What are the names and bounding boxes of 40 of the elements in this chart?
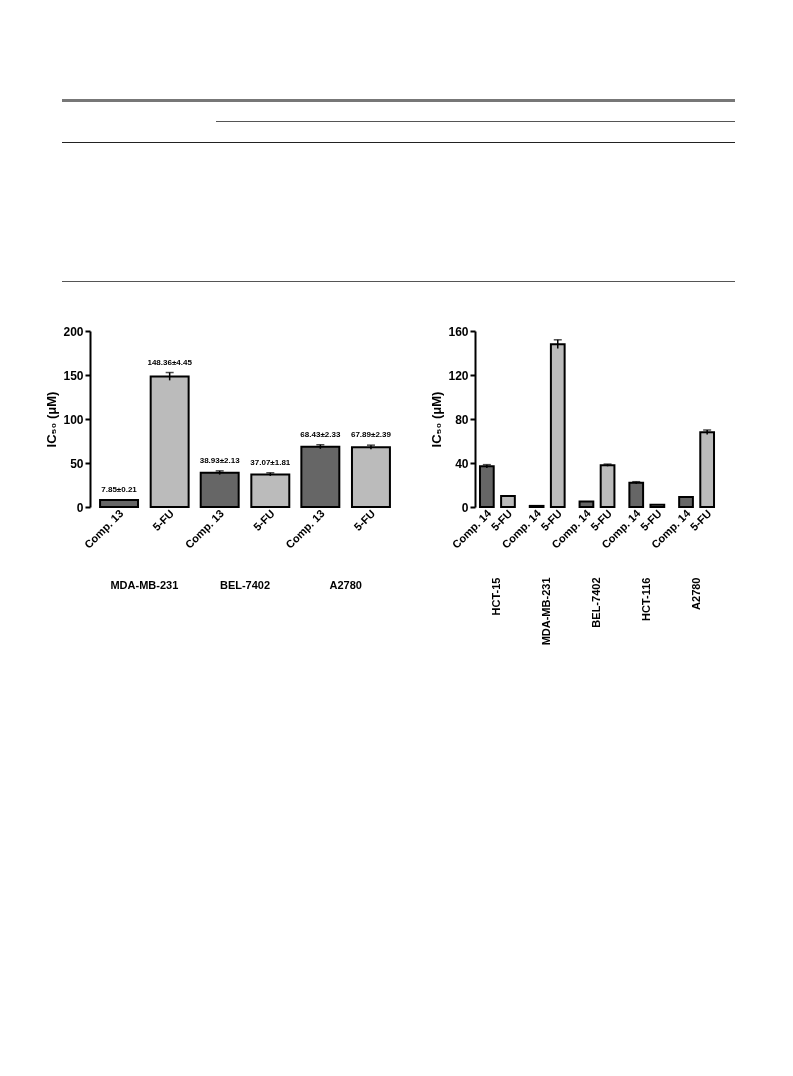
bar — [678, 496, 694, 508]
data-label: 67.89±2.39 — [350, 430, 392, 440]
data-label: 38.93±2.13 — [199, 455, 241, 465]
data-label: 68.43±2.33 — [300, 429, 341, 439]
bar — [99, 499, 140, 508]
bar — [149, 375, 190, 508]
x-tick-label: MDA-MB-231 — [540, 577, 553, 646]
data-label: 148.36±4.45 — [147, 357, 193, 367]
y-tick-label: 0 — [76, 500, 84, 515]
y-tick-label: 50 — [70, 456, 84, 471]
x-tick-label: A2780 — [689, 577, 702, 610]
y-tick-label: 40 — [455, 456, 469, 471]
x-tick-label: HCT-116 — [639, 577, 652, 621]
y-tick-label: 200 — [63, 324, 84, 339]
bar — [199, 471, 240, 508]
x-tick-label: HCT-15 — [490, 577, 503, 616]
bar — [300, 445, 341, 508]
y-tick-label: 160 — [448, 324, 469, 339]
y-tick-label: 120 — [448, 368, 469, 383]
y-axis-title: IC₅₀ (μM) — [44, 391, 60, 448]
y-tick-label: 100 — [63, 412, 84, 427]
bar — [578, 500, 595, 508]
bar — [350, 446, 391, 508]
bar — [599, 464, 616, 508]
bar — [250, 473, 291, 508]
y-axis-title: IC₅₀ (μM) — [429, 391, 445, 448]
data-label: 37.07±1.81 — [250, 457, 291, 467]
x-tick-label: BEL-7402 — [219, 578, 271, 591]
y-tick-label: 80 — [455, 412, 469, 427]
y-tick-label: 0 — [461, 500, 469, 515]
bar — [628, 481, 645, 508]
bar — [478, 465, 495, 508]
bar — [500, 495, 516, 508]
x-tick-label: BEL-7402 — [590, 577, 602, 628]
data-label: 7.85±0.21 — [101, 484, 138, 494]
bar — [649, 503, 666, 508]
x-tick-label: MDA-MB-231 — [110, 578, 179, 591]
bar — [699, 431, 716, 508]
y-tick-label: 150 — [63, 368, 84, 383]
x-tick-label: A2780 — [329, 578, 362, 591]
